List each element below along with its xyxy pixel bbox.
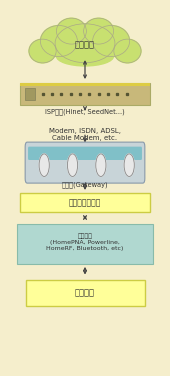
Text: 資訊家電: 資訊家電 [75, 289, 95, 298]
Ellipse shape [84, 18, 114, 44]
FancyBboxPatch shape [20, 83, 150, 105]
FancyBboxPatch shape [17, 224, 153, 264]
Text: 迷你型網路主機: 迷你型網路主機 [69, 198, 101, 207]
Ellipse shape [56, 47, 114, 66]
Ellipse shape [114, 39, 141, 63]
Text: ISP業者(Hinet, SeedNet...): ISP業者(Hinet, SeedNet...) [45, 108, 125, 115]
Circle shape [124, 154, 134, 176]
Text: 網際網路: 網際網路 [75, 41, 95, 50]
Ellipse shape [56, 18, 86, 44]
FancyBboxPatch shape [25, 142, 145, 183]
Circle shape [96, 154, 106, 176]
Ellipse shape [40, 26, 77, 57]
Text: Modem, ISDN, ADSL,
Cable Modem, etc.: Modem, ISDN, ADSL, Cable Modem, etc. [49, 128, 121, 141]
Text: 閘道器(Gateway): 閘道器(Gateway) [62, 181, 108, 188]
FancyBboxPatch shape [25, 88, 35, 100]
Ellipse shape [29, 39, 56, 63]
FancyBboxPatch shape [20, 193, 150, 212]
Circle shape [39, 154, 49, 176]
Text: 家庭網路
(HomePNA, Powerline,
HomeRF, Bluetooth, etc): 家庭網路 (HomePNA, Powerline, HomeRF, Blueto… [46, 233, 124, 250]
Circle shape [67, 154, 78, 176]
FancyBboxPatch shape [28, 147, 142, 160]
Ellipse shape [55, 24, 115, 63]
FancyBboxPatch shape [20, 83, 150, 86]
Ellipse shape [93, 26, 130, 57]
FancyBboxPatch shape [26, 280, 144, 306]
